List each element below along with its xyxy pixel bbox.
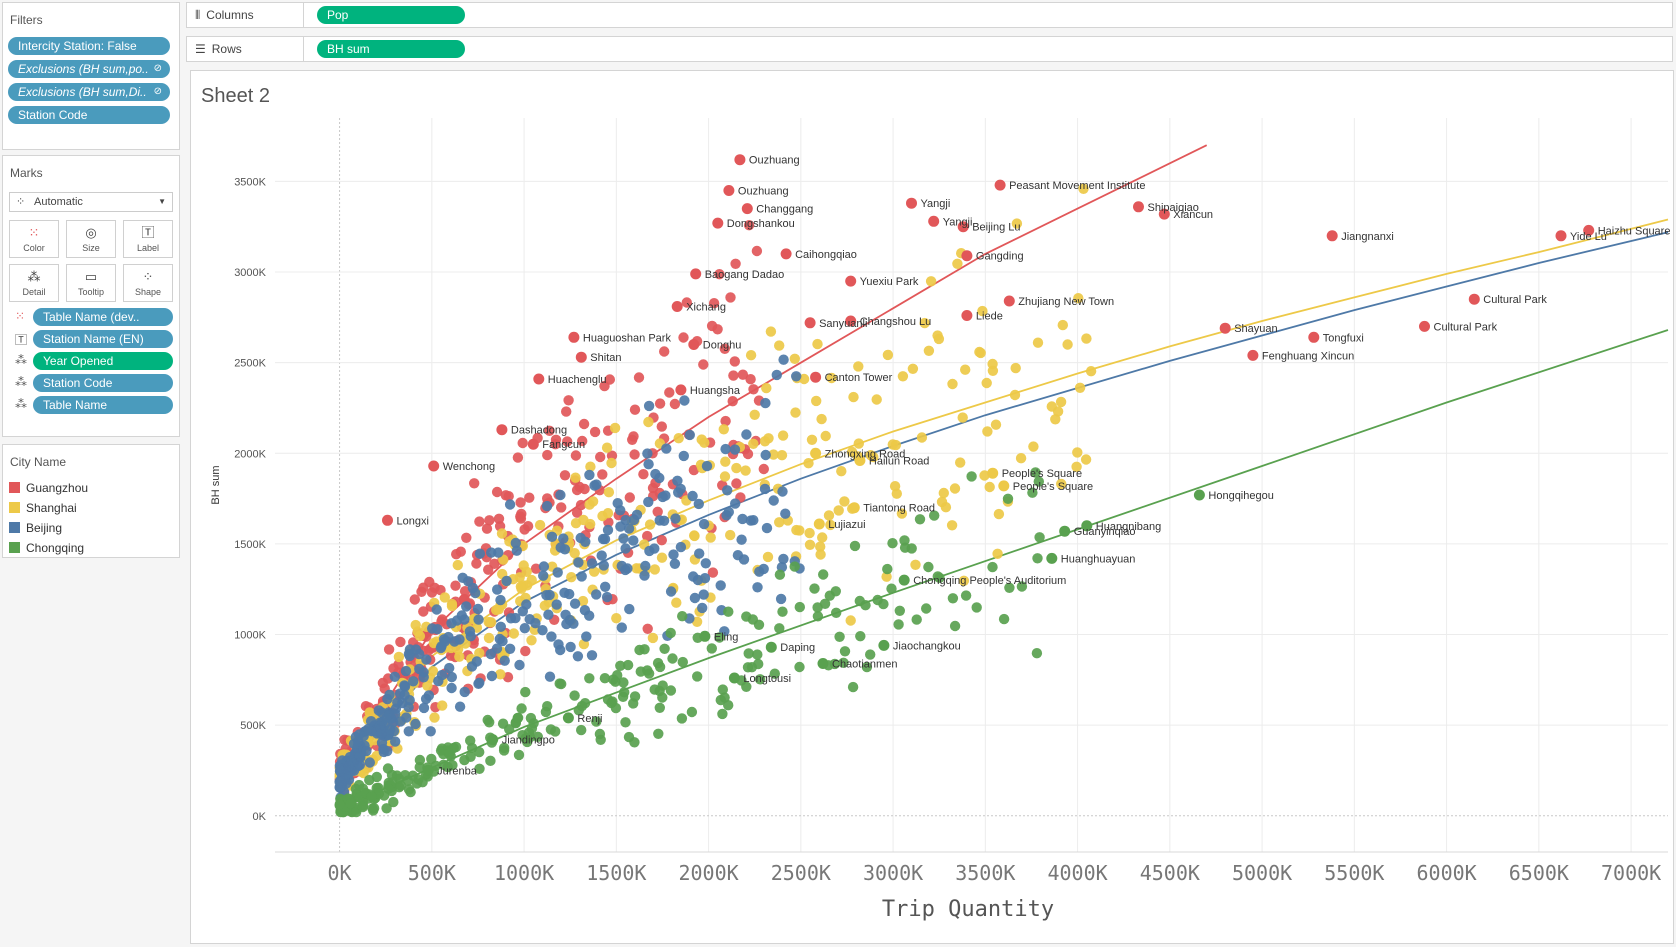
legend-panel: City Name Guangzhou Shanghai Beijing Cho… <box>2 444 180 558</box>
columns-icon: ⦀ <box>195 8 201 22</box>
link-icon: ⊘ <box>153 86 162 97</box>
filters-panel: Filters Intercity Station: False Exclusi… <box>2 2 180 150</box>
encoding-pill-table-name[interactable]: Table Name <box>33 396 173 414</box>
legend-item-guangzhou[interactable]: Guangzhou <box>9 481 88 495</box>
encoding-pill-station-code[interactable]: Station Code <box>33 374 173 392</box>
detail-button[interactable]: ⁂ Detail <box>9 264 59 302</box>
encoding-pill-station-name[interactable]: Station Name (EN) <box>33 330 173 348</box>
shelf-divider <box>303 37 304 61</box>
filter-pill-exclusions-1[interactable]: Exclusions (BH sum,po.. ⊘ <box>8 60 170 78</box>
detail-icon: ⁂ <box>27 269 41 284</box>
legend-swatch <box>9 502 20 513</box>
tooltip-icon: ▭ <box>84 269 98 284</box>
columns-shelf[interactable]: ⦀ Columns Pop <box>186 2 1673 28</box>
encoding-pill-table-name-color[interactable]: Table Name (dev.. <box>33 308 173 326</box>
mark-type-icon: ⁘ <box>16 196 26 208</box>
chevron-down-icon: ▼ <box>158 197 166 206</box>
filters-title: Filters <box>10 13 43 27</box>
rows-shelf[interactable]: ☰ Rows BH sum <box>186 36 1673 62</box>
rows-shelf-label: ☰ Rows <box>195 42 242 56</box>
columns-shelf-label: ⦀ Columns <box>195 8 254 22</box>
shape-icon: ⁘ <box>142 269 154 284</box>
shape-button[interactable]: ⁘ Shape <box>123 264 173 302</box>
legend-swatch <box>9 522 20 533</box>
marks-panel: Marks ⁘ Automatic ▼ ⁙ Color ◎ Size 🅃 Label … <box>2 155 180 437</box>
columns-pill-pop[interactable]: Pop <box>317 6 465 24</box>
sheet-title: Sheet 2 <box>201 85 270 107</box>
legend-item-shanghai[interactable]: Shanghai <box>9 501 77 515</box>
label-button[interactable]: 🅃 Label <box>123 220 173 258</box>
detail-encoding-icon: ⁂ <box>15 353 27 367</box>
color-encoding-icon: ⁙ <box>15 309 26 323</box>
mark-type-value: Automatic <box>34 196 83 208</box>
tooltip-button[interactable]: ▭ Tooltip <box>66 264 116 302</box>
legend-swatch <box>9 542 20 553</box>
color-icon: ⁙ <box>28 225 40 240</box>
rows-pill-bh-sum[interactable]: BH sum <box>317 40 465 58</box>
label-encoding-icon: 🅃 <box>15 333 28 347</box>
filter-pill-intercity[interactable]: Intercity Station: False <box>8 37 170 55</box>
filter-pill-exclusions-2[interactable]: Exclusions (BH sum,Di.. ⊘ <box>8 83 170 101</box>
rows-icon: ☰ <box>195 42 206 56</box>
legend-swatch <box>9 482 20 493</box>
filter-pill-station-code[interactable]: Station Code <box>8 106 170 124</box>
size-button[interactable]: ◎ Size <box>66 220 116 258</box>
worksheet-area: Sheet 2 <box>190 70 1674 944</box>
legend-title: City Name <box>10 455 67 469</box>
marks-title: Marks <box>10 166 43 180</box>
shelf-divider <box>303 3 304 27</box>
mark-type-dropdown[interactable]: ⁘ Automatic ▼ <box>9 192 173 212</box>
legend-item-chongqing[interactable]: Chongqing <box>9 541 84 555</box>
label-icon: 🅃 <box>141 225 155 240</box>
link-icon: ⊘ <box>153 63 162 74</box>
detail-encoding-icon: ⁂ <box>15 397 27 411</box>
size-icon: ◎ <box>85 225 97 240</box>
encoding-pill-year-opened[interactable]: Year Opened <box>33 352 173 370</box>
legend-item-beijing[interactable]: Beijing <box>9 521 62 535</box>
detail-encoding-icon: ⁂ <box>15 375 27 389</box>
color-button[interactable]: ⁙ Color <box>9 220 59 258</box>
